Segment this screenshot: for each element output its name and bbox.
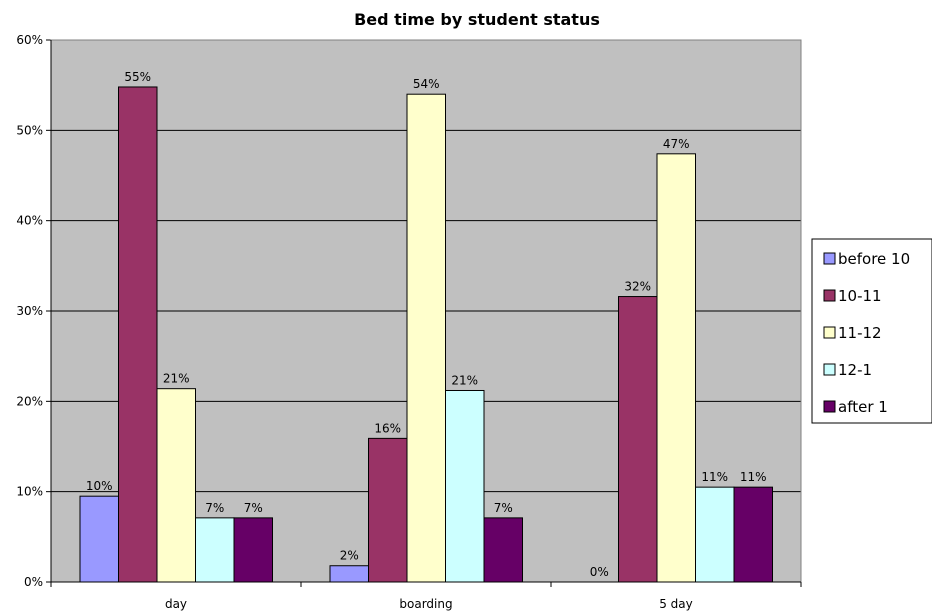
data-label: 11% xyxy=(701,470,728,484)
data-label: 11% xyxy=(740,470,767,484)
bar xyxy=(233,517,273,583)
data-label: 21% xyxy=(163,372,190,386)
data-label: 16% xyxy=(374,421,401,435)
x-category-label: day xyxy=(165,597,187,611)
bar xyxy=(695,486,735,583)
bar xyxy=(406,93,446,583)
bar xyxy=(733,486,773,583)
y-tick-label: 30% xyxy=(16,304,43,318)
bar xyxy=(195,517,235,583)
legend-label: 12-1 xyxy=(838,361,872,379)
data-label: 10% xyxy=(86,479,113,493)
bar xyxy=(368,437,408,583)
legend-label: after 1 xyxy=(838,398,888,416)
x-category-label: boarding xyxy=(399,597,452,611)
bar xyxy=(329,565,369,583)
data-label: 7% xyxy=(244,501,263,515)
y-tick-label: 40% xyxy=(16,214,43,228)
data-label: 21% xyxy=(451,373,478,387)
legend-swatch xyxy=(823,400,836,413)
bar xyxy=(445,389,485,583)
bar xyxy=(156,388,196,583)
legend: before 10 10-11 11-12 12-1 after 1 xyxy=(811,238,932,424)
legend-swatch xyxy=(823,289,836,302)
y-tick-label: 10% xyxy=(16,485,43,499)
data-label: 54% xyxy=(413,77,440,91)
y-tick-label: 60% xyxy=(16,33,43,47)
data-label: 55% xyxy=(124,70,151,84)
y-tick-label: 50% xyxy=(16,123,43,137)
axes-group: 0% 10% 20% 30% 40% 50% 60% day boarding 5 day xyxy=(16,33,802,611)
chart-title: Bed time by student status xyxy=(354,10,600,29)
data-label: 0% xyxy=(590,565,609,579)
data-label: 7% xyxy=(494,501,513,515)
y-tick-label: 0% xyxy=(24,575,43,589)
legend-swatch xyxy=(823,252,836,265)
data-label: 7% xyxy=(205,501,224,515)
bars-group: 10% 55% 21% 7% 7% 2% 16% 54% 21% 7% 0% 32% 47% 11% 11% xyxy=(79,70,773,583)
legend-swatch xyxy=(823,363,836,376)
legend-swatch xyxy=(823,326,836,339)
x-category-label: 5 day xyxy=(659,597,693,611)
legend-label: 11-12 xyxy=(838,324,882,342)
y-tick-label: 20% xyxy=(16,394,43,408)
data-label: 2% xyxy=(340,549,359,563)
legend-label: before 10 xyxy=(838,250,910,268)
bar xyxy=(656,153,696,583)
bar xyxy=(618,296,658,583)
bar xyxy=(483,517,523,583)
bar xyxy=(118,86,158,583)
data-label: 32% xyxy=(624,280,651,294)
legend-label: 10-11 xyxy=(838,287,882,305)
bar xyxy=(79,495,119,583)
data-label: 47% xyxy=(663,137,690,151)
